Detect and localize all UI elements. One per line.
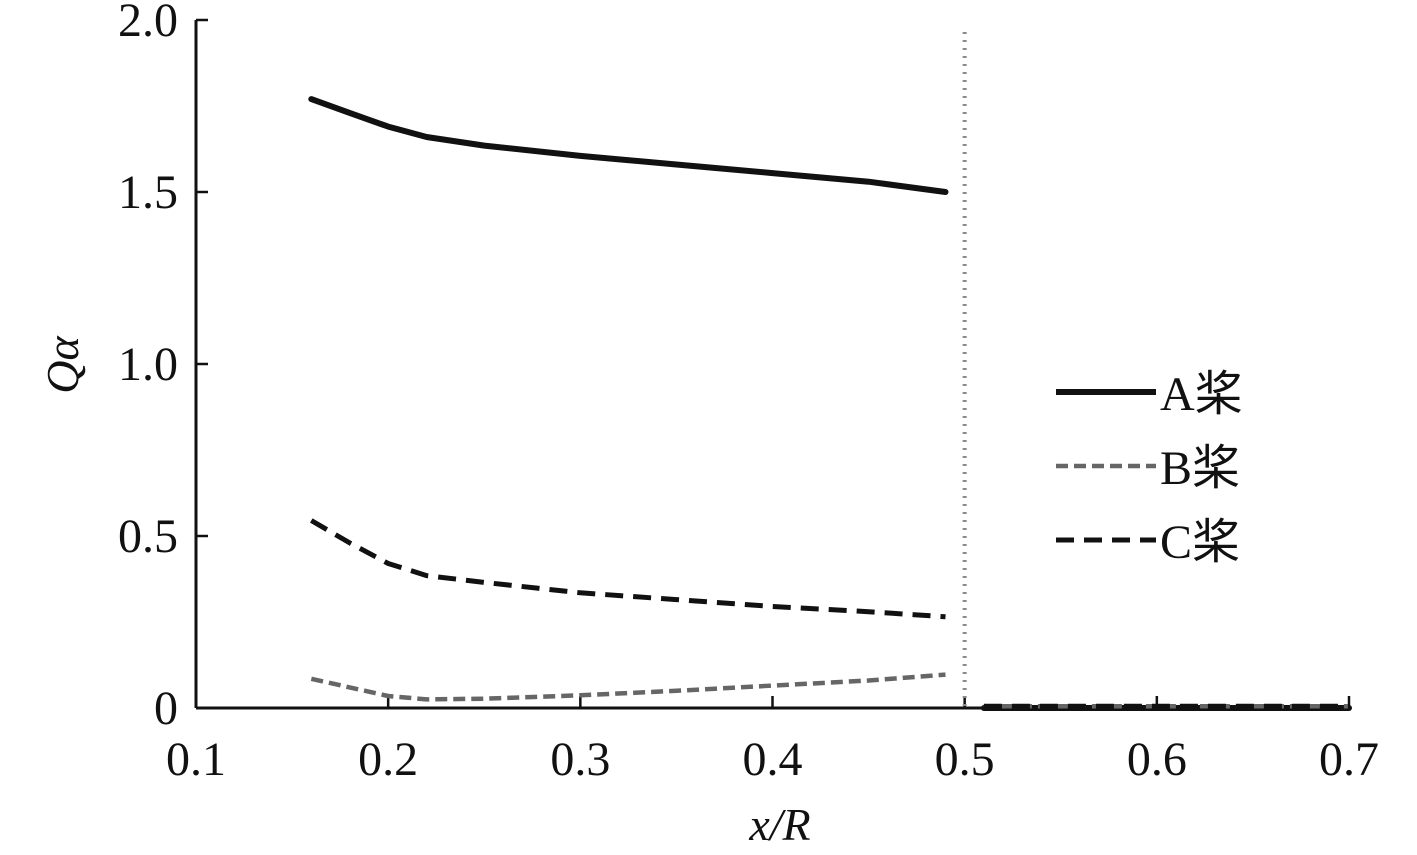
x-tick-label: 0.1 bbox=[166, 733, 226, 786]
x-tick-label: 0.4 bbox=[743, 733, 803, 786]
series-line-2 bbox=[310, 518, 946, 620]
x-axis-label: x/R bbox=[748, 799, 810, 850]
y-tick-label: 2.0 bbox=[118, 0, 178, 47]
legend: A桨 B桨 C桨 bbox=[1056, 368, 1243, 569]
legend-label-0: A桨 bbox=[1160, 368, 1243, 421]
y-tick-label: 1.0 bbox=[118, 338, 178, 391]
series-line-0 bbox=[308, 96, 949, 195]
x-tick-label: 0.5 bbox=[935, 733, 995, 786]
x-tick-label: 0.6 bbox=[1127, 733, 1187, 786]
y-tick-label: 0.5 bbox=[118, 510, 178, 563]
series-layer bbox=[308, 96, 1352, 711]
series-line-1 bbox=[310, 672, 946, 702]
x-tick-label: 0.7 bbox=[1319, 733, 1379, 786]
axes: 0.1 0.2 0.3 0.4 0.5 0.6 0.7 0 0.5 1.0 1.5 2.0 bbox=[118, 0, 1379, 786]
x-tick-label: 0.2 bbox=[358, 733, 418, 786]
legend-label-2: C桨 bbox=[1160, 516, 1240, 569]
y-tick-label: 1.5 bbox=[118, 166, 178, 219]
x-tick-label: 0.3 bbox=[550, 733, 610, 786]
y-axis-label: Qα bbox=[37, 335, 88, 393]
legend-label-1: B桨 bbox=[1160, 442, 1240, 495]
y-tick-label: 0 bbox=[154, 682, 178, 735]
